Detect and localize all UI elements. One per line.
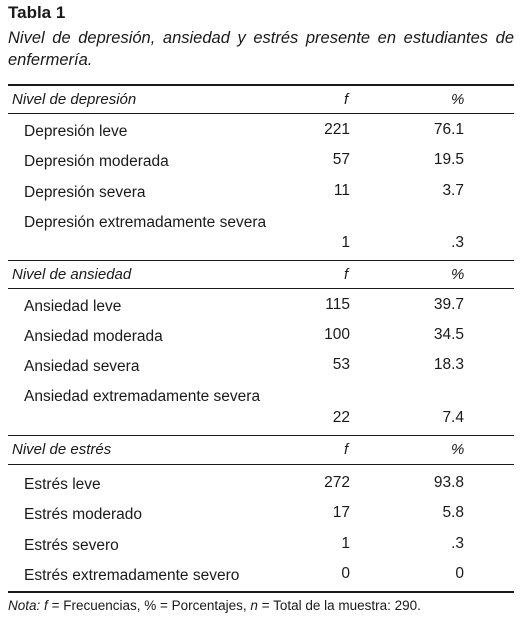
table-title: Tabla 1	[8, 3, 66, 22]
row-label: Estrés leve	[24, 476, 101, 493]
row-frequency: 1	[341, 535, 350, 552]
row-label: Estrés moderado	[24, 506, 143, 523]
section-rule	[8, 464, 514, 465]
row-percent: .3	[451, 535, 464, 552]
note-n-text: = Total de la muestra: 290.	[257, 598, 421, 613]
row-frequency: 17	[332, 504, 350, 521]
bottom-rule	[8, 591, 514, 593]
section-rule	[8, 260, 514, 261]
row-frequency: 115	[325, 296, 350, 313]
column-header-pct: %	[451, 266, 465, 283]
row-percent: 93.8	[433, 474, 464, 491]
row-frequency: 53	[332, 356, 350, 373]
row-frequency: 221	[324, 121, 350, 138]
row-label: Depresión moderada	[24, 153, 169, 170]
note-f-text: = Frecuencias, % = Porcentajes,	[47, 598, 251, 613]
row-percent: 18.3	[433, 356, 464, 373]
row-label: Depresión severa	[24, 184, 146, 201]
section-heading: Nivel de ansiedad	[12, 266, 132, 283]
row-frequency: 0	[341, 565, 350, 582]
section-rule	[8, 113, 514, 114]
section-heading: Nivel de depresión	[12, 91, 137, 108]
row-label: Ansiedad leve	[24, 298, 122, 315]
row-label: Ansiedad extremadamente severa	[24, 388, 261, 405]
row-percent: 7.4	[442, 409, 464, 426]
row-percent: 76.1	[433, 121, 464, 138]
row-frequency: 11	[333, 182, 350, 199]
section-rule	[8, 435, 514, 436]
row-frequency: 57	[332, 151, 350, 168]
row-label: Ansiedad moderada	[24, 328, 163, 345]
row-label: Ansiedad severa	[24, 358, 140, 375]
row-label: Depresión extremadamente severa	[24, 214, 267, 231]
row-percent: 39.7	[433, 296, 464, 313]
column-header-f: f	[344, 266, 349, 283]
column-header-pct: %	[451, 91, 465, 108]
row-percent: 0	[455, 565, 464, 582]
section-heading: Nivel de estrés	[12, 441, 112, 458]
row-label: Depresión leve	[24, 123, 128, 140]
note-f-symbol: f	[44, 598, 48, 613]
row-frequency: 100	[324, 326, 350, 343]
row-label: Estrés extremadamente severo	[24, 567, 240, 584]
note-prefix: Nota:	[8, 598, 41, 613]
table-note: Nota: f = Frecuencias, % = Porcentajes, …	[8, 598, 421, 613]
note-n-symbol: n	[250, 598, 258, 613]
row-percent: 19.5	[433, 151, 464, 168]
row-percent: .3	[451, 234, 464, 251]
row-frequency: 22	[332, 409, 350, 426]
row-label: Estrés severo	[24, 537, 119, 554]
row-percent: 5.8	[442, 504, 464, 521]
top-rule	[8, 84, 514, 86]
table-subtitle: Nivel de depresión, ansiedad y estrés pr…	[8, 29, 514, 69]
row-percent: 3.7	[442, 182, 464, 199]
column-header-f: f	[344, 91, 349, 108]
column-header-f: f	[344, 441, 349, 458]
row-percent: 34.5	[433, 326, 464, 343]
section-rule	[8, 288, 514, 289]
row-frequency: 272	[324, 474, 350, 491]
column-header-pct: %	[451, 441, 465, 458]
row-frequency: 1	[341, 234, 350, 251]
